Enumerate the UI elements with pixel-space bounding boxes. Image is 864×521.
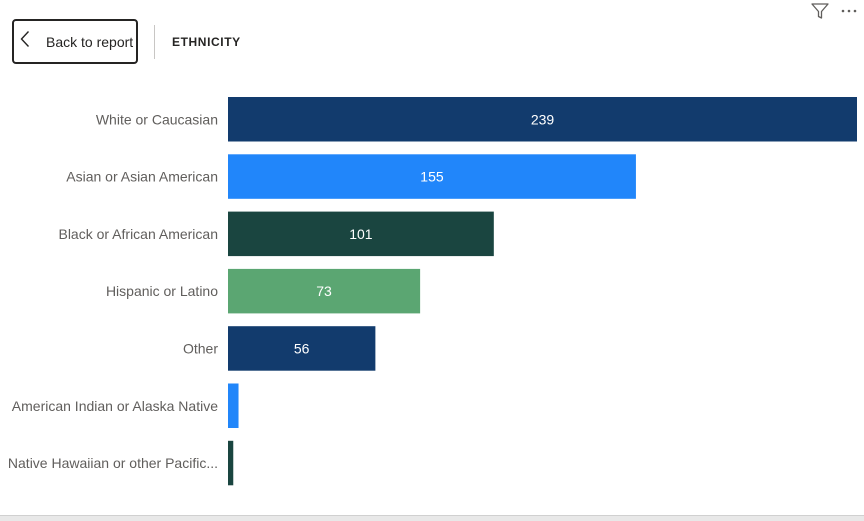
header-divider: [154, 24, 155, 59]
category-label-hispanic-or-latino: Hispanic or Latino: [106, 283, 218, 299]
bar-asian-or-asian-american[interactable]: [228, 154, 636, 199]
category-label-white-or-caucasian: White or Caucasian: [96, 111, 218, 127]
bar-native-hawaiian-or-other-pacific[interactable]: [228, 440, 234, 486]
category-label-other: Other: [183, 340, 218, 356]
data-label-hispanic-or-latino: 73: [316, 283, 332, 299]
back-to-report-label: Back to report: [46, 33, 134, 50]
chevron-left-icon: [20, 30, 30, 53]
bar-other[interactable]: [228, 326, 376, 371]
category-label-native-hawaiian-or-other-pacific: Native Hawaiian or other Pacific...: [8, 455, 218, 471]
back-to-report-button[interactable]: Back to report: [12, 19, 138, 64]
category-label-asian-or-asian-american: Asian or Asian American: [66, 169, 218, 185]
data-label-black-or-african-american: 101: [349, 226, 373, 242]
data-label-asian-or-asian-american: 155: [420, 169, 444, 185]
more-options-icon[interactable]: [840, 2, 858, 25]
page-title: ETHNICITY: [172, 34, 241, 49]
filter-icon[interactable]: [810, 2, 830, 25]
data-label-white-or-caucasian: 239: [531, 111, 555, 127]
bar-american-indian-or-alaska-native[interactable]: [228, 383, 239, 429]
bar-black-or-african-american[interactable]: [228, 211, 494, 257]
data-label-other: 56: [294, 340, 310, 356]
bar-hispanic-or-latino[interactable]: [228, 268, 421, 314]
category-label-american-indian-or-alaska-native: American Indian or Alaska Native: [12, 398, 218, 414]
bar-white-or-caucasian[interactable]: [228, 97, 857, 142]
visual-header-icons: [810, 2, 858, 25]
category-label-black-or-african-american: Black or African American: [58, 226, 218, 242]
bottom-scrollbar: [0, 515, 864, 521]
page-header: Back to report ETHNICITY: [12, 19, 241, 64]
